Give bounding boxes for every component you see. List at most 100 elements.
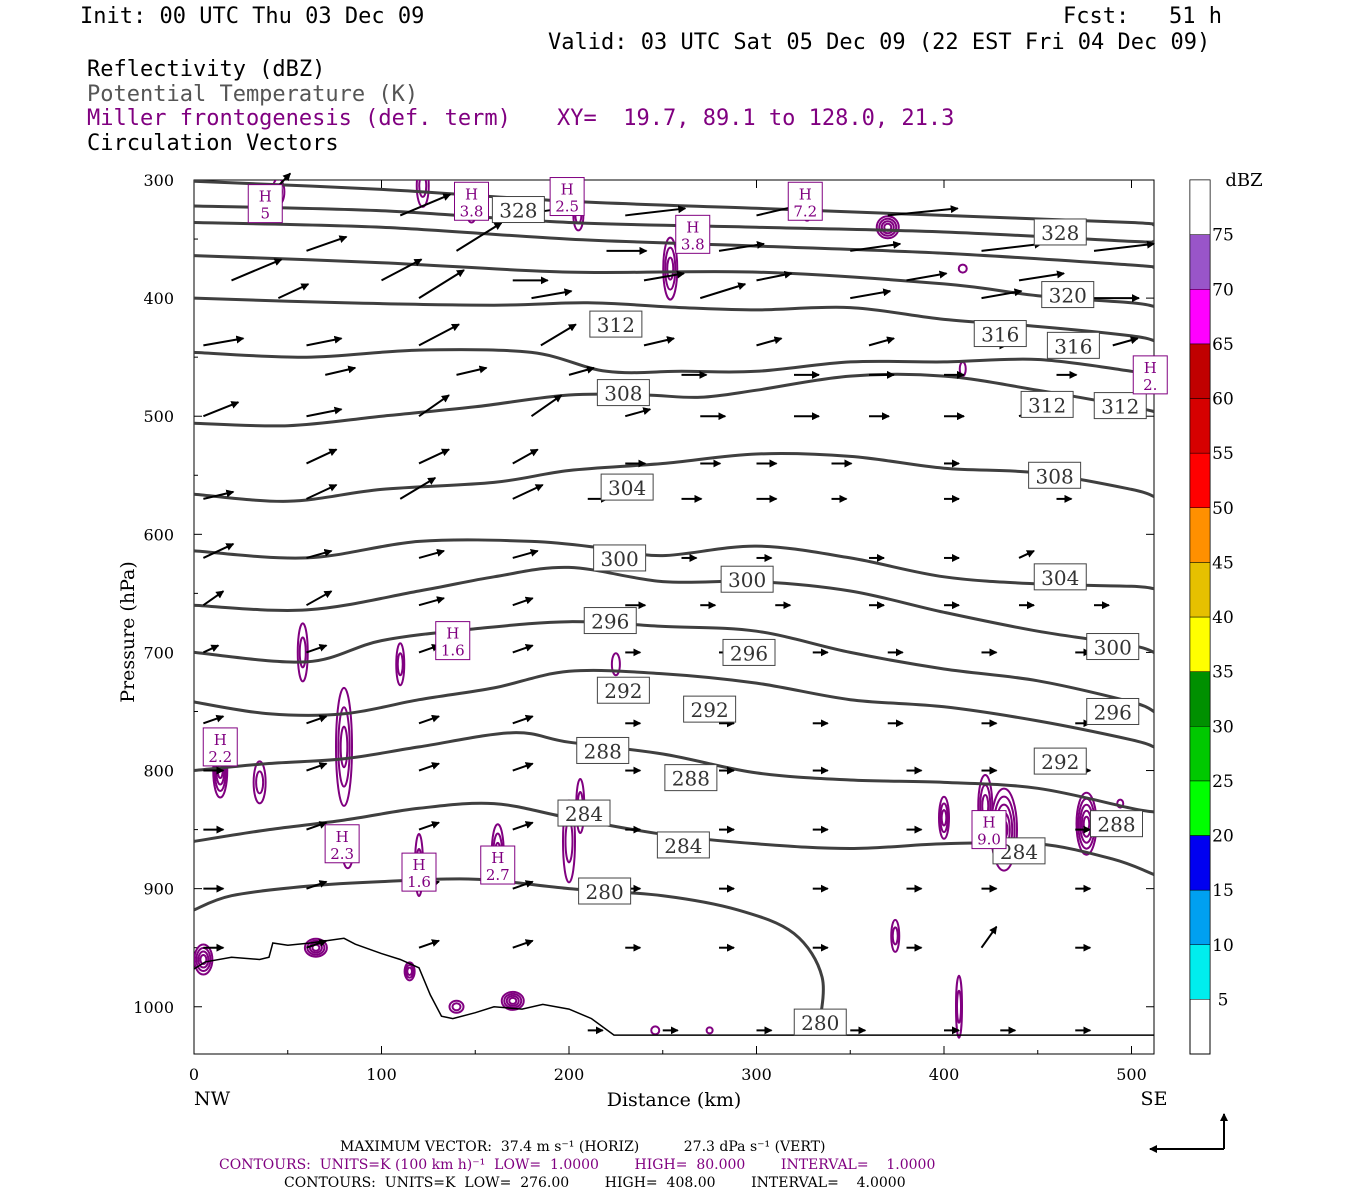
circulation-vector bbox=[203, 714, 225, 725]
theta-label-box bbox=[1086, 633, 1140, 661]
theta-label: 304 bbox=[1033, 563, 1087, 591]
colorbar-segment bbox=[1189, 562, 1211, 618]
theta-label-text: 300 bbox=[1094, 636, 1132, 660]
x-tick-label: 300 bbox=[741, 1065, 772, 1084]
x-tick-label: 400 bbox=[929, 1065, 960, 1084]
colorbar-segment bbox=[1189, 398, 1211, 454]
maximum-value: 2.2 bbox=[208, 748, 232, 766]
maximum-box bbox=[454, 181, 489, 221]
circulation-vector bbox=[850, 240, 902, 252]
theta-contour-328 bbox=[194, 221, 1154, 269]
colorbar-label: 60 bbox=[1212, 390, 1234, 410]
frontogenesis-contours bbox=[194, 180, 1125, 1039]
theta-label-box bbox=[1046, 331, 1100, 359]
frontogenesis-contour bbox=[880, 220, 895, 235]
theta-labels: 328 328 320 312 316 316 308 312 312 304 308 300 300 3… bbox=[491, 196, 1147, 1036]
theta-label-text: 300 bbox=[601, 547, 639, 571]
theta-label: 312 bbox=[1093, 392, 1147, 420]
theta-label-box bbox=[973, 320, 1027, 348]
theta-label-text: 328 bbox=[499, 199, 537, 223]
theta-label: 308 bbox=[1028, 461, 1082, 489]
theta-label-box bbox=[1093, 392, 1147, 420]
colorbar-segment bbox=[1189, 234, 1211, 290]
x-tick-label: 200 bbox=[554, 1065, 585, 1084]
frontogenesis-contour bbox=[500, 990, 525, 1011]
theta-label-text: 280 bbox=[801, 1011, 839, 1035]
theta-label: 328 bbox=[491, 196, 545, 224]
theta-label-text: 312 bbox=[597, 313, 635, 337]
circulation-vector bbox=[306, 448, 338, 465]
theta-contour-292 bbox=[194, 668, 1154, 749]
theta-label-text: 288 bbox=[672, 767, 710, 791]
theta-label-box bbox=[1090, 810, 1143, 838]
x-end-label-left: NW bbox=[194, 1088, 231, 1110]
frontogenesis-maximum: H2.2 bbox=[202, 727, 238, 767]
frontogenesis-maximum: H2.7 bbox=[480, 845, 516, 885]
colorbar-label: 75 bbox=[1212, 226, 1234, 246]
circulation-vector bbox=[512, 821, 534, 831]
circulation-vector bbox=[418, 939, 440, 949]
cross-section-xy: XY= 19.7, 89.1 to 128.0, 21.3 bbox=[557, 106, 955, 131]
y-tick-label: 300 bbox=[143, 171, 174, 190]
circulation-vector bbox=[512, 939, 534, 949]
theta-label-box bbox=[722, 638, 776, 666]
theta-label-text: 292 bbox=[604, 679, 642, 703]
frontogenesis-contour bbox=[610, 652, 621, 677]
circulation-vector bbox=[306, 643, 328, 654]
y-tick-label: 400 bbox=[143, 289, 174, 308]
maximum-box bbox=[971, 810, 1007, 850]
x-axis-title: Distance (km) bbox=[607, 1089, 742, 1111]
theta-contour-288 bbox=[194, 731, 1154, 814]
theta-label: 312 bbox=[589, 310, 643, 338]
circulation-vector bbox=[756, 270, 793, 282]
frontogenesis-contour bbox=[564, 819, 574, 864]
field-frontogenesis: Miller frontogenesis (def. term) bbox=[87, 106, 511, 131]
circulation-vector bbox=[625, 205, 687, 217]
maximum-box bbox=[202, 727, 238, 767]
circulation-vector bbox=[1112, 336, 1139, 347]
colorbar-segment bbox=[1189, 726, 1211, 782]
footer-theta-contours: CONTOURS: UNITS=K LOW= 276.00 HIGH= 408.… bbox=[284, 1175, 906, 1191]
circulation-vector bbox=[399, 477, 437, 500]
colorbar-segment bbox=[1189, 835, 1211, 891]
theta-label-text: 288 bbox=[584, 739, 622, 763]
maximum-letter: H bbox=[491, 849, 504, 867]
theta-contour-312 bbox=[194, 372, 1154, 428]
theta-label-text: 292 bbox=[691, 698, 729, 722]
field-vectors: Circulation Vectors bbox=[87, 131, 339, 156]
theta-label: 304 bbox=[600, 473, 654, 501]
maximum-value: 2.7 bbox=[486, 866, 510, 884]
maximum-value: 7.2 bbox=[793, 202, 817, 220]
circulation-vector bbox=[1093, 240, 1155, 252]
colorbar-label: 25 bbox=[1212, 772, 1234, 792]
footer-max-vector: MAXIMUM VECTOR: 37.4 m s⁻¹ (HORIZ) 27.3 … bbox=[340, 1139, 826, 1155]
colorbar-segment bbox=[1189, 616, 1211, 672]
circulation-vector bbox=[980, 925, 998, 949]
maximum-box bbox=[549, 177, 585, 217]
theta-label-box bbox=[1086, 697, 1140, 725]
frontogenesis-contour bbox=[404, 963, 415, 979]
circulation-vector bbox=[306, 483, 338, 500]
circulation-vector bbox=[981, 240, 1043, 252]
theta-label-text: 284 bbox=[565, 802, 603, 826]
theta-label: 296 bbox=[722, 638, 776, 666]
theta-label-text: 304 bbox=[608, 476, 646, 500]
theta-label-box bbox=[1041, 281, 1095, 309]
maximum-box bbox=[401, 852, 437, 892]
frontogenesis-contour bbox=[956, 989, 962, 1024]
frontogenesis-contour bbox=[194, 943, 214, 976]
circulation-vector bbox=[306, 880, 328, 890]
circulation-vector bbox=[531, 288, 573, 300]
circulation-vector bbox=[512, 880, 534, 890]
theta-label: 328 bbox=[1033, 218, 1087, 246]
maximum-box bbox=[324, 824, 360, 864]
y-tick-label: 900 bbox=[143, 880, 174, 899]
x-tick-label: 500 bbox=[1116, 1065, 1147, 1084]
frontogenesis-maximum: H1.6 bbox=[435, 621, 471, 661]
circulation-vector bbox=[418, 821, 440, 831]
circulation-vector bbox=[512, 714, 534, 725]
y-tick-label: 600 bbox=[143, 525, 174, 544]
frontogenesis-contour bbox=[508, 996, 518, 1005]
theta-label-box bbox=[1028, 461, 1082, 489]
theta-label-box bbox=[578, 877, 632, 905]
